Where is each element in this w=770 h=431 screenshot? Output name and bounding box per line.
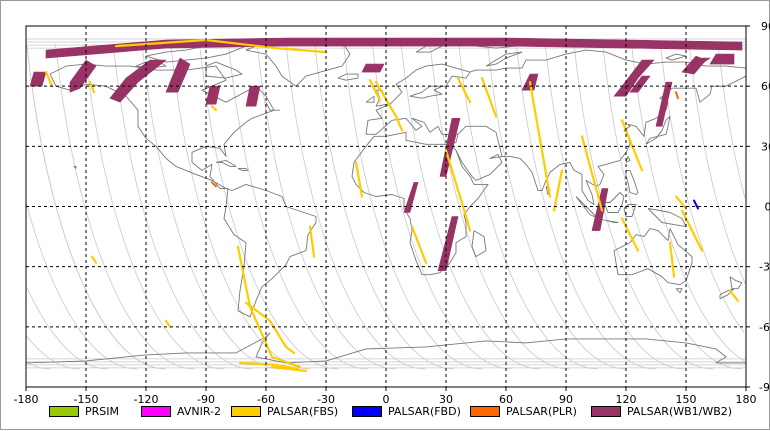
legend-swatch-prsim: [49, 406, 79, 417]
y-tick-label: -30: [759, 261, 770, 274]
legend-label-avnir2: AVNIR-2: [177, 405, 221, 418]
legend-swatch-palsar-fbd: [352, 406, 382, 417]
legend-item-palsar-wb: PALSAR(WB1/WB2): [591, 403, 732, 419]
legend-label-palsar-fbd: PALSAR(FBD): [388, 405, 461, 418]
y-tick-label: 90: [761, 20, 770, 33]
legend-label-palsar-wb: PALSAR(WB1/WB2): [627, 405, 732, 418]
legend-swatch-palsar-wb: [591, 406, 621, 417]
legend-item-avnir2: AVNIR-2: [141, 403, 221, 419]
legend-label-palsar-fbs: PALSAR(FBS): [267, 405, 338, 418]
legend-swatch-palsar-fbs: [231, 406, 261, 417]
y-axis-ticks: 90 60 30 0 -30 -60 -90: [746, 20, 770, 394]
wb-footprint: [362, 64, 384, 72]
legend-swatch-avnir2: [141, 406, 171, 417]
y-tick-label: 30: [761, 140, 770, 153]
legend: PRSIM AVNIR-2 PALSAR(FBS) PALSAR(FBD) PA…: [49, 401, 749, 425]
y-tick-label: 60: [761, 80, 770, 93]
y-tick-label: -60: [759, 321, 770, 334]
x-tick-label: -180: [14, 393, 39, 406]
legend-item-palsar-fbs: PALSAR(FBS): [231, 403, 338, 419]
y-tick-label: -90: [759, 381, 770, 394]
legend-item-prsim: PRSIM: [49, 403, 119, 419]
y-tick-label: 0: [765, 201, 770, 214]
legend-label-palsar-plr: PALSAR(PLR): [506, 405, 577, 418]
legend-item-palsar-plr: PALSAR(PLR): [470, 403, 577, 419]
legend-item-palsar-fbd: PALSAR(FBD): [352, 403, 461, 419]
legend-swatch-palsar-plr: [470, 406, 500, 417]
legend-label-prsim: PRSIM: [85, 405, 119, 418]
